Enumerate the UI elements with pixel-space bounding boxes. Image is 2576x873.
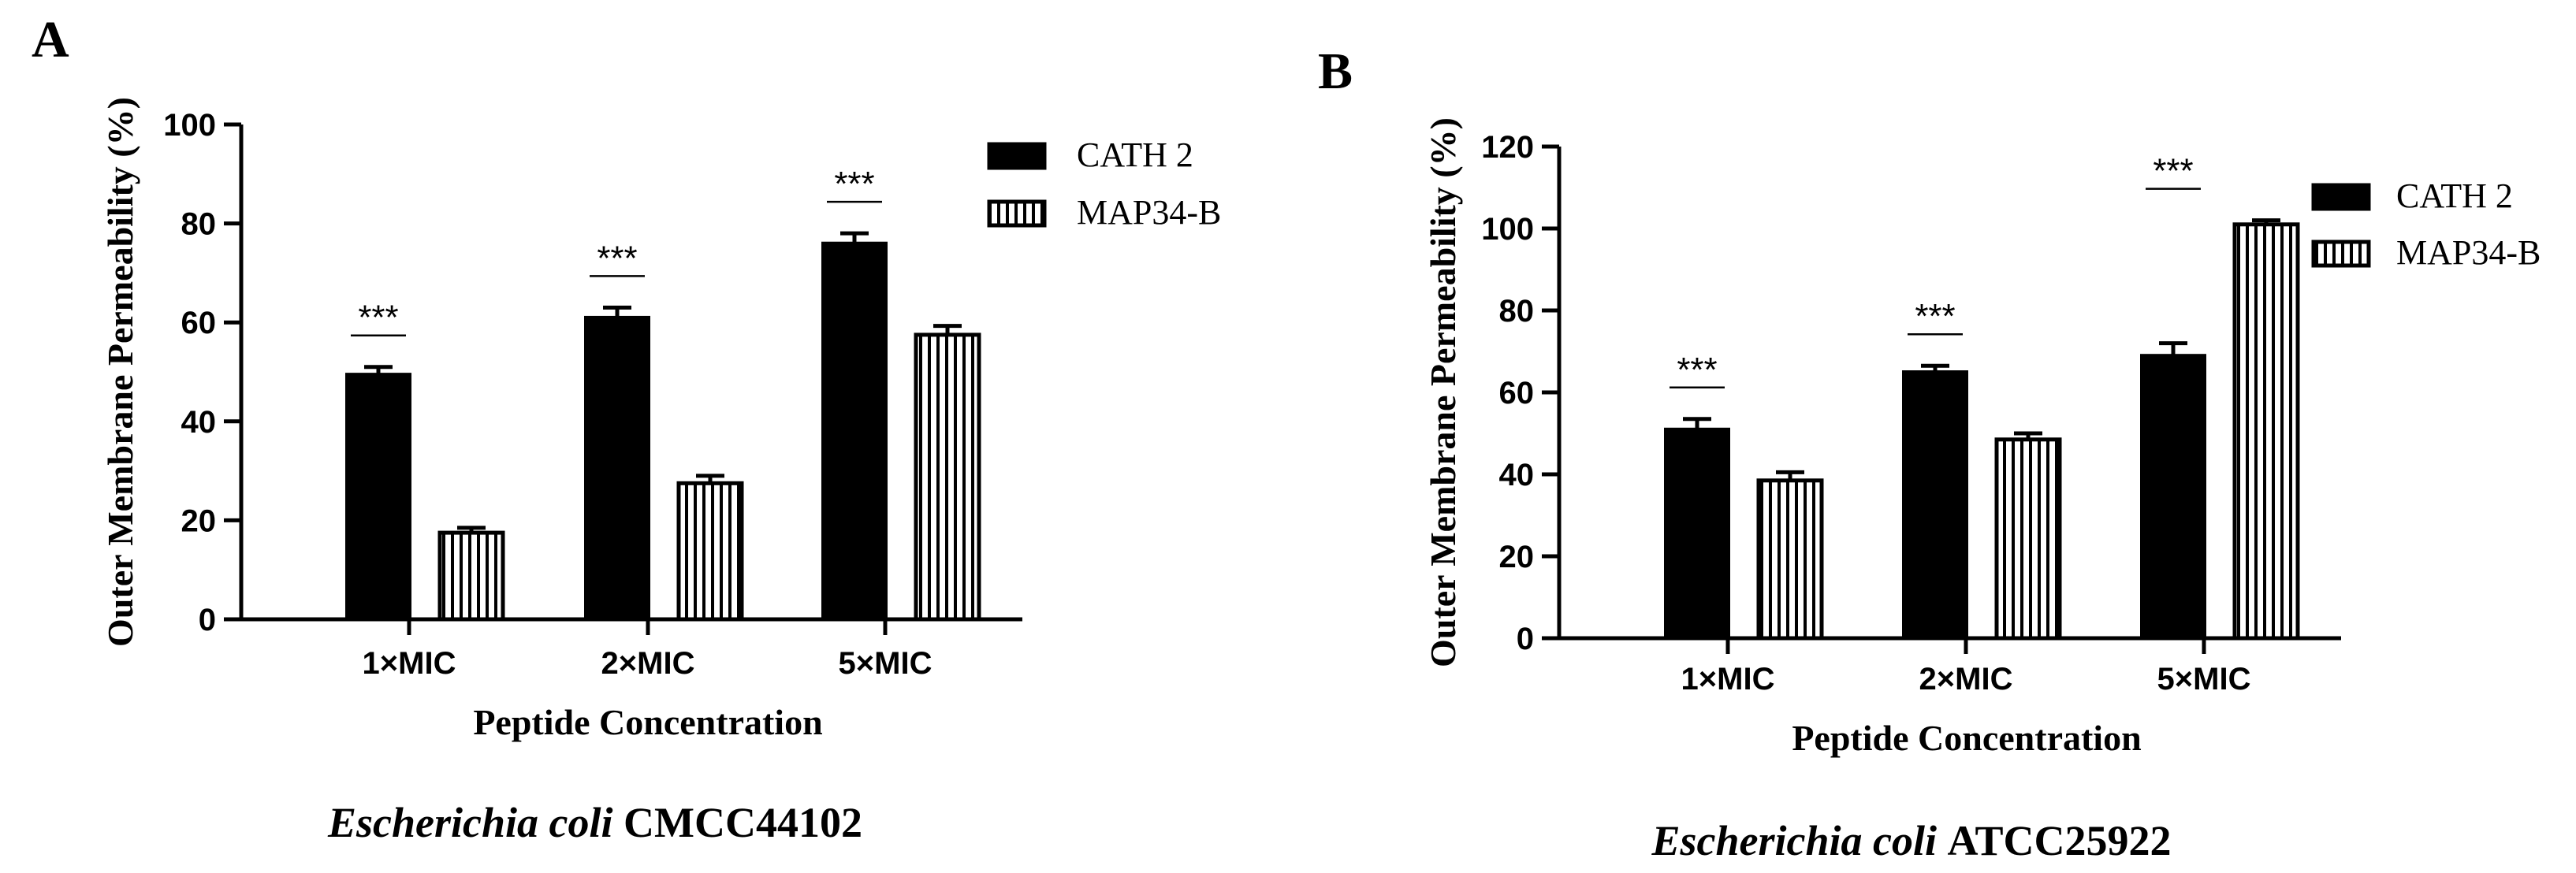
panel-a-category-label: 5×MIC (839, 646, 932, 681)
panel-a-significance-label: *** (597, 239, 637, 277)
panel-a-bar-cath2 (584, 315, 650, 621)
panel-b-letter: B (1318, 43, 1353, 100)
panel-b-category-label: 5×MIC (2157, 662, 2251, 697)
panel-a-bar-map34b (437, 530, 505, 622)
panel-a-bar-map34b (676, 481, 744, 622)
panel-a-y-tick-label: 0 (199, 603, 216, 637)
panel-a-bar-map34b (914, 332, 981, 622)
panel-a-letter: A (32, 11, 69, 69)
panel-a-category-label: 2×MIC (601, 646, 695, 681)
panel-a-category-label: 1×MIC (363, 646, 456, 681)
panel-b-y-tick-label: 60 (1499, 376, 1535, 410)
panel-b-y-tick-label: 0 (1517, 622, 1534, 656)
panel-b-category-label: 2×MIC (1919, 662, 2013, 697)
panel-a-significance-label: *** (834, 165, 874, 203)
panel-b-significance-label: *** (1677, 351, 1717, 389)
panel-a-significance-label: *** (358, 299, 398, 337)
panel-a-bar-cath2 (821, 241, 888, 621)
panel-a-y-tick-label: 20 (181, 503, 217, 538)
panel-b-significance-label: *** (2153, 152, 2193, 191)
panel-b-caption-species: Escherichia coli (1651, 817, 1947, 864)
panel-a-caption-strain: CMCC44102 (624, 799, 862, 846)
panel-b-y-tick-label: 120 (1481, 130, 1534, 165)
panel-b-significance-label: *** (1915, 297, 1955, 336)
panel-b-x-axis-label: Peptide Concentration (1792, 718, 2141, 758)
panel-b-y-tick-label: 80 (1499, 294, 1535, 329)
panel-b-legend-swatch-cath2 (2311, 183, 2371, 211)
panel-b-legend-swatch-map34b (2311, 240, 2371, 268)
panel-b-y-tick-label: 100 (1481, 212, 1534, 247)
panel-b-bar-cath2 (2140, 354, 2206, 640)
panel-a-y-tick-label: 40 (181, 405, 217, 440)
panel-a-y-tick-label: 100 (163, 108, 216, 143)
panel-b-category-label: 1×MIC (1681, 662, 1775, 697)
panel-b-bar-map34b (1994, 437, 2062, 641)
panel-a-caption: Escherichia coli CMCC44102 (327, 799, 862, 846)
panel-a-y-axis-label: Outer Membrane Permeability (%) (100, 97, 140, 647)
panel-b-bar-map34b (2232, 222, 2300, 641)
panel-b-legend-label: MAP34-B (2396, 233, 2541, 272)
panel-a-y-tick-label: 60 (181, 306, 217, 340)
panel-b-y-tick-label: 20 (1499, 540, 1535, 574)
panel-b-caption: Escherichia coli ATCC25922 (1651, 817, 2171, 864)
panel-b-bar-cath2 (1664, 427, 1730, 640)
panel-a-caption-species: Escherichia coli (327, 799, 624, 846)
panel-b-caption-strain: ATCC25922 (1947, 817, 2171, 864)
panel-a-y-tick-label: 80 (181, 207, 217, 242)
panel-b-y-axis-label: Outer Membrane Permeability (%) (1423, 117, 1463, 667)
panel-a-legend-swatch-map34b (987, 199, 1047, 228)
panel-a-bar-cath2 (345, 373, 411, 621)
panel-a-x-axis-label: Peptide Concentration (473, 702, 822, 742)
panel-b-bar-cath2 (1902, 370, 1968, 640)
panel-b-legend-label: CATH 2 (2396, 176, 2513, 215)
panel-b-bar-map34b (1756, 478, 1824, 641)
panel-a-legend-swatch-cath2 (987, 142, 1047, 170)
panel-b-y-tick-label: 40 (1499, 458, 1535, 492)
panel-a-legend-label: MAP34-B (1077, 193, 1221, 232)
panel-a-legend-label: CATH 2 (1077, 136, 1193, 174)
